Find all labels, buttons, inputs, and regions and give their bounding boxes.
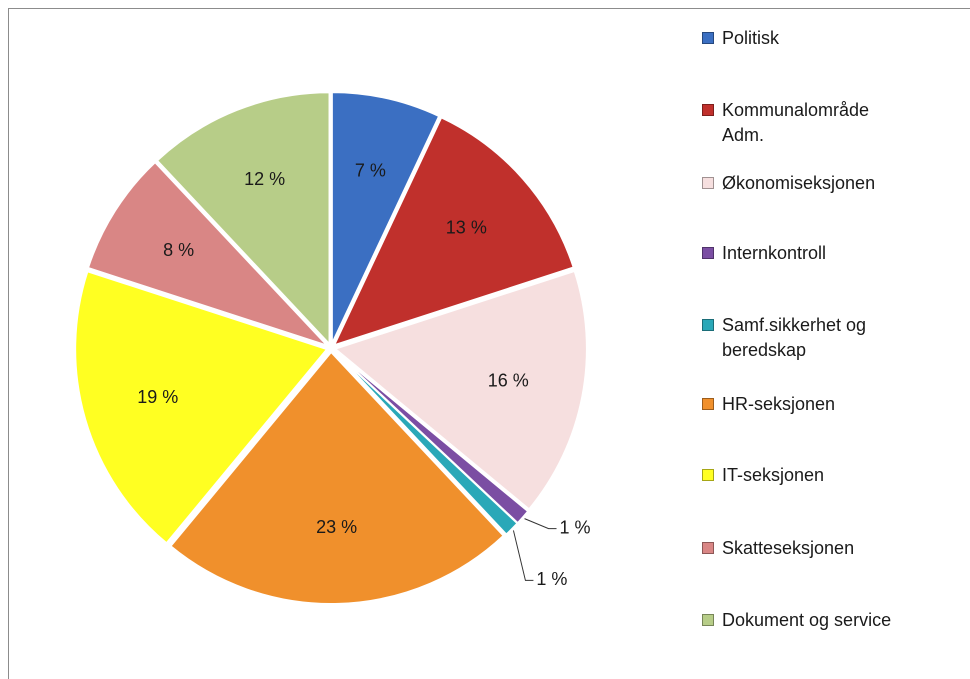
legend-swatch	[702, 319, 714, 331]
pie-slice	[86, 160, 329, 347]
legend-swatch	[702, 542, 714, 554]
data-label: 23 %	[316, 517, 357, 537]
pie-slice	[155, 91, 331, 347]
legend-item: Dokument og service	[702, 608, 922, 633]
legend-swatch	[702, 104, 714, 116]
legend-item: Økonomiseksjonen	[702, 171, 922, 196]
frame	[8, 8, 970, 679]
leader-line	[512, 530, 534, 581]
pie-slice	[169, 350, 506, 605]
legend-label: HR-seksjonen	[722, 394, 836, 414]
legend-item: Internkontroll	[702, 241, 922, 266]
legend-swatch	[702, 247, 714, 259]
legend-label: Dokument og service	[722, 610, 892, 630]
data-label: 19 %	[137, 387, 178, 407]
legend-item: HR-seksjonen	[702, 392, 922, 417]
legend-label: Økonomiseksjonen	[722, 173, 876, 193]
legend-item: Kommunalområde Adm.	[702, 98, 897, 148]
data-label: 1 %	[560, 517, 591, 537]
legend-swatch	[702, 614, 714, 626]
pie-slice	[330, 91, 441, 345]
legend-label: Kommunalområde Adm.	[722, 100, 870, 145]
legend-item: IT-seksjonen	[702, 463, 922, 488]
pie-slice	[74, 269, 329, 545]
pie-slice	[332, 116, 575, 348]
legend-label: IT-seksjonen	[722, 465, 825, 485]
legend-item: Samf.sikkerhet og beredskap	[702, 313, 922, 363]
data-label: 12 %	[244, 169, 285, 189]
leader-line	[524, 518, 557, 530]
pie-slice	[333, 350, 519, 536]
data-label: 16 %	[488, 371, 529, 391]
legend-item: Politisk	[702, 26, 922, 51]
legend-label: Skatteseksjonen	[722, 538, 855, 558]
data-label: 7 %	[355, 161, 386, 181]
data-label: 8 %	[163, 240, 194, 260]
legend-item: Skatteseksjonen	[702, 536, 922, 561]
legend-swatch	[702, 398, 714, 410]
legend-swatch	[702, 177, 714, 189]
legend-label: Internkontroll	[722, 243, 827, 263]
legend-label: Politisk	[722, 28, 780, 48]
legend-label: Samf.sikkerhet og beredskap	[722, 315, 867, 360]
legend-swatch	[702, 469, 714, 481]
data-label: 13 %	[446, 217, 487, 237]
pie-slice	[332, 269, 588, 511]
legend-swatch	[702, 32, 714, 44]
data-label: 1 %	[536, 569, 567, 589]
